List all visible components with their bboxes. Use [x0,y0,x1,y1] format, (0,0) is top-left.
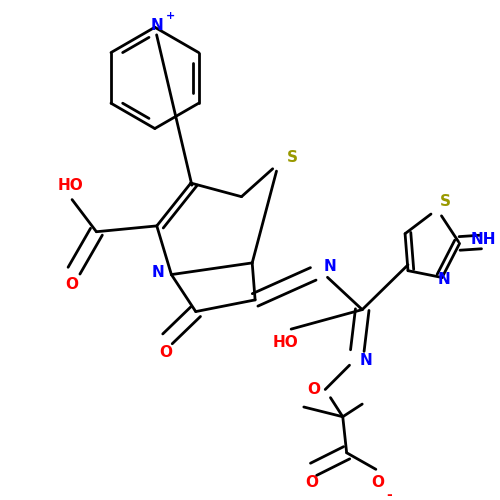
Text: HO: HO [272,335,298,350]
Text: S: S [286,150,298,165]
Text: N: N [152,265,164,280]
Text: O: O [372,476,384,490]
Text: -: - [386,488,392,500]
Text: S: S [440,194,450,209]
Text: O: O [66,277,78,292]
Text: O: O [305,476,318,490]
Text: N: N [438,272,450,287]
Text: O: O [159,345,172,360]
Text: N: N [324,260,336,274]
Text: +: + [166,10,175,20]
Text: HO: HO [57,178,83,194]
Text: N: N [150,18,163,33]
Text: O: O [307,382,320,397]
Text: NH: NH [470,232,496,247]
Text: N: N [360,353,372,368]
